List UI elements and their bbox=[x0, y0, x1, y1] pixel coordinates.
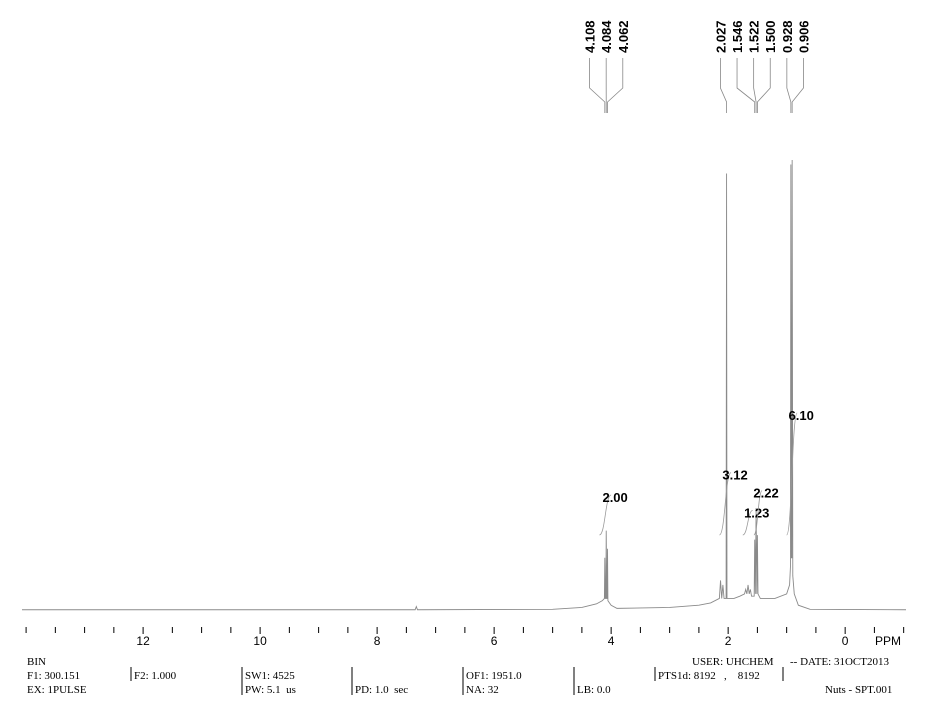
peak-label-leader bbox=[791, 58, 804, 113]
x-axis-label: PPM bbox=[875, 634, 901, 648]
integral-curve bbox=[599, 494, 612, 536]
acquisition-parameter: PD: 1.0 sec bbox=[355, 684, 408, 696]
peak-label-leader bbox=[753, 58, 757, 113]
integral-label: 1.23 bbox=[744, 505, 769, 520]
peak-label: 4.062 bbox=[616, 20, 631, 53]
peak-label: 0.928 bbox=[780, 20, 795, 53]
x-tick-label: 0 bbox=[842, 634, 849, 648]
peak-label: 2.027 bbox=[713, 20, 728, 53]
x-tick-label: 10 bbox=[253, 634, 267, 648]
peak-label-leader bbox=[786, 58, 792, 113]
acquisition-parameter: F1: 300.151 bbox=[27, 670, 80, 682]
footer-separators bbox=[130, 667, 784, 695]
acquisition-parameter: NA: 32 bbox=[466, 684, 499, 696]
acquisition-parameter: -- DATE: 31OCT2013 bbox=[790, 656, 889, 668]
acquisition-parameter: OF1: 1951.0 bbox=[466, 670, 522, 682]
acquisition-parameter: LB: 0.0 bbox=[577, 684, 611, 696]
acquisition-parameter: Nuts - SPT.001 bbox=[825, 684, 892, 696]
acquisition-parameter: F2: 1.000 bbox=[134, 670, 177, 682]
peak-label-leader bbox=[736, 58, 756, 113]
acquisition-parameter: USER: UHCHEM bbox=[692, 656, 774, 668]
peak-label: 4.108 bbox=[583, 20, 598, 53]
peak-label-leader bbox=[720, 58, 727, 113]
peak-label-leader bbox=[589, 58, 606, 113]
x-tick-label: 6 bbox=[491, 634, 498, 648]
acquisition-parameter: BIN bbox=[27, 656, 46, 668]
peak-label-leader bbox=[756, 58, 771, 113]
integral-curve bbox=[753, 490, 763, 536]
peak-label-leader bbox=[607, 58, 624, 113]
integral-curve bbox=[742, 510, 753, 536]
acquisition-parameter: PW: 5.1 us bbox=[245, 684, 296, 696]
integral-label: 6.10 bbox=[789, 408, 814, 423]
peak-label: 1.500 bbox=[763, 20, 778, 53]
acquisition-parameter: EX: 1PULSE bbox=[27, 684, 87, 696]
peak-label: 0.906 bbox=[796, 20, 811, 53]
spectrum-line bbox=[22, 159, 907, 611]
peak-label: 1.546 bbox=[730, 20, 745, 53]
peak-label: 1.522 bbox=[747, 20, 762, 53]
acquisition-parameter: PTS1d: 8192 , 8192 bbox=[658, 670, 760, 682]
peak-label: 4.084 bbox=[599, 20, 614, 53]
x-tick-label: 8 bbox=[374, 634, 381, 648]
x-tick-label: 4 bbox=[608, 634, 615, 648]
integral-curve bbox=[786, 412, 798, 536]
integral-label: 3.12 bbox=[722, 468, 747, 483]
integral-label: 2.00 bbox=[602, 490, 627, 505]
integral-curve bbox=[718, 472, 732, 536]
x-tick-label: 12 bbox=[136, 634, 150, 648]
x-tick-label: 2 bbox=[725, 634, 732, 648]
integral-label: 2.22 bbox=[753, 486, 778, 501]
acquisition-parameter: SW1: 4525 bbox=[245, 670, 295, 682]
